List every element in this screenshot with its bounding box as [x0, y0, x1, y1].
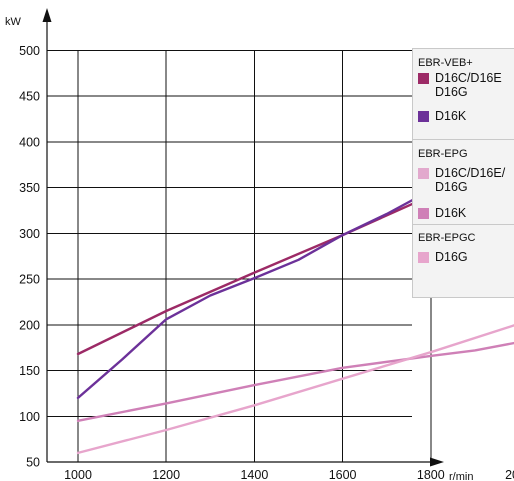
- x-tick-label: 1800: [417, 468, 445, 481]
- legend-swatch: [418, 111, 429, 122]
- legend-group-title: EBR-EPGC: [418, 232, 476, 244]
- x-tick-label: 1600: [329, 468, 357, 481]
- legend-label: D16C/D16E/ D16G: [435, 166, 506, 194]
- legend-label: D16C/D16E D16G: [435, 71, 502, 99]
- legend-label: D16K: [435, 109, 467, 123]
- x-tick-label: 2000: [505, 468, 514, 481]
- series-lines: [76, 135, 514, 455]
- axes: [42, 8, 444, 467]
- x-tick-label: 1000: [64, 468, 92, 481]
- series-line-4: [76, 324, 514, 455]
- y-tick-label: 350: [19, 181, 40, 195]
- legend-item: D16K: [418, 109, 466, 123]
- legend-divider: [413, 139, 514, 140]
- y-tick-label: 300: [19, 227, 40, 241]
- x-tick-labels: 10001200140016001800200022002400: [64, 468, 514, 481]
- legend-swatch: [418, 252, 429, 263]
- legend-divider: [413, 224, 514, 225]
- x-tick-label: 1200: [152, 468, 180, 481]
- y-tick-label: 450: [19, 90, 40, 104]
- y-tick-labels: 50 100 150 200 250 300 350 400 450 500: [19, 44, 40, 470]
- series-line-3: [76, 341, 514, 422]
- y-tick-label: 200: [19, 318, 40, 332]
- legend-label: D16K: [435, 206, 467, 220]
- legend-item: D16C/D16E/ D16G: [418, 166, 505, 194]
- legend-swatch: [418, 208, 429, 219]
- legend-swatch: [418, 73, 429, 84]
- legend-item: D16G: [418, 250, 468, 264]
- legend-item: D16C/D16E D16G: [418, 71, 502, 99]
- legend-item: D16K: [418, 206, 466, 220]
- x-axis-unit: r/min: [449, 471, 473, 481]
- y-tick-label: 250: [19, 273, 40, 287]
- x-axis-arrow-icon: [430, 457, 444, 467]
- x-tick-label: 1400: [240, 468, 268, 481]
- y-tick-label: 500: [19, 44, 40, 58]
- y-axis-unit: kW: [5, 16, 22, 28]
- legend-label: D16G: [435, 250, 468, 264]
- y-tick-label: 400: [19, 135, 40, 149]
- y-tick-label: 50: [26, 456, 40, 470]
- legend-group-title: EBR-EPG: [418, 148, 468, 160]
- series-line-2: [76, 135, 514, 400]
- y-tick-label: 100: [19, 410, 40, 424]
- y-tick-label: 150: [19, 364, 40, 378]
- legend-group-title: EBR-VEB+: [418, 57, 473, 69]
- y-axis-arrow-icon: [42, 8, 52, 22]
- legend: EBR-VEB+ D16C/D16E D16G D16K EBR-EPG D16C/D1…: [412, 48, 514, 298]
- legend-swatch: [418, 168, 429, 179]
